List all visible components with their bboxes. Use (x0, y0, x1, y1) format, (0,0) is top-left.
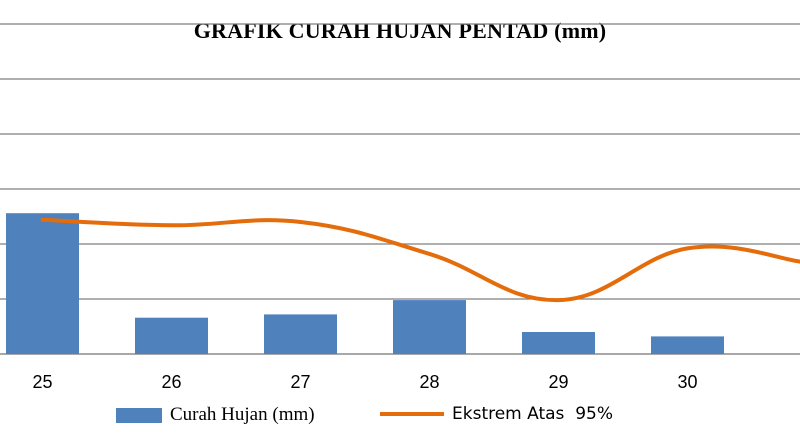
bar-27 (264, 314, 337, 354)
legend-label-line: Ekstrem Atas 95% (452, 404, 614, 424)
bar-25 (6, 213, 79, 354)
x-tick-label: 27 (290, 372, 310, 392)
bar-series (6, 213, 724, 354)
x-tick-label: 25 (32, 372, 52, 392)
x-tick-label: 26 (161, 372, 181, 392)
legend-item-bar: Curah Hujan (mm) (116, 404, 315, 426)
x-tick-label: 29 (548, 372, 568, 392)
line-series (40, 217, 800, 303)
bar-28 (393, 300, 466, 354)
legend-item-line: Ekstrem Atas 95% (380, 404, 613, 424)
bar-29 (522, 332, 595, 354)
legend-label-bar: Curah Hujan (mm) (170, 404, 315, 425)
bar-26 (135, 317, 208, 354)
x-tick-label: 28 (419, 372, 439, 392)
line-ekstrem-atas (40, 217, 800, 303)
chart-title: GRAFIK CURAH HUJAN PENTAD (mm) (193, 18, 607, 43)
x-tick-labels: 25 26 27 28 29 30 (32, 372, 697, 392)
legend: Curah Hujan (mm) Ekstrem Atas 95% (0, 404, 800, 434)
legend-swatch-line (380, 412, 444, 416)
x-tick-label: 30 (677, 372, 697, 392)
bar-30 (651, 336, 724, 354)
legend-swatch-bar (116, 407, 162, 423)
